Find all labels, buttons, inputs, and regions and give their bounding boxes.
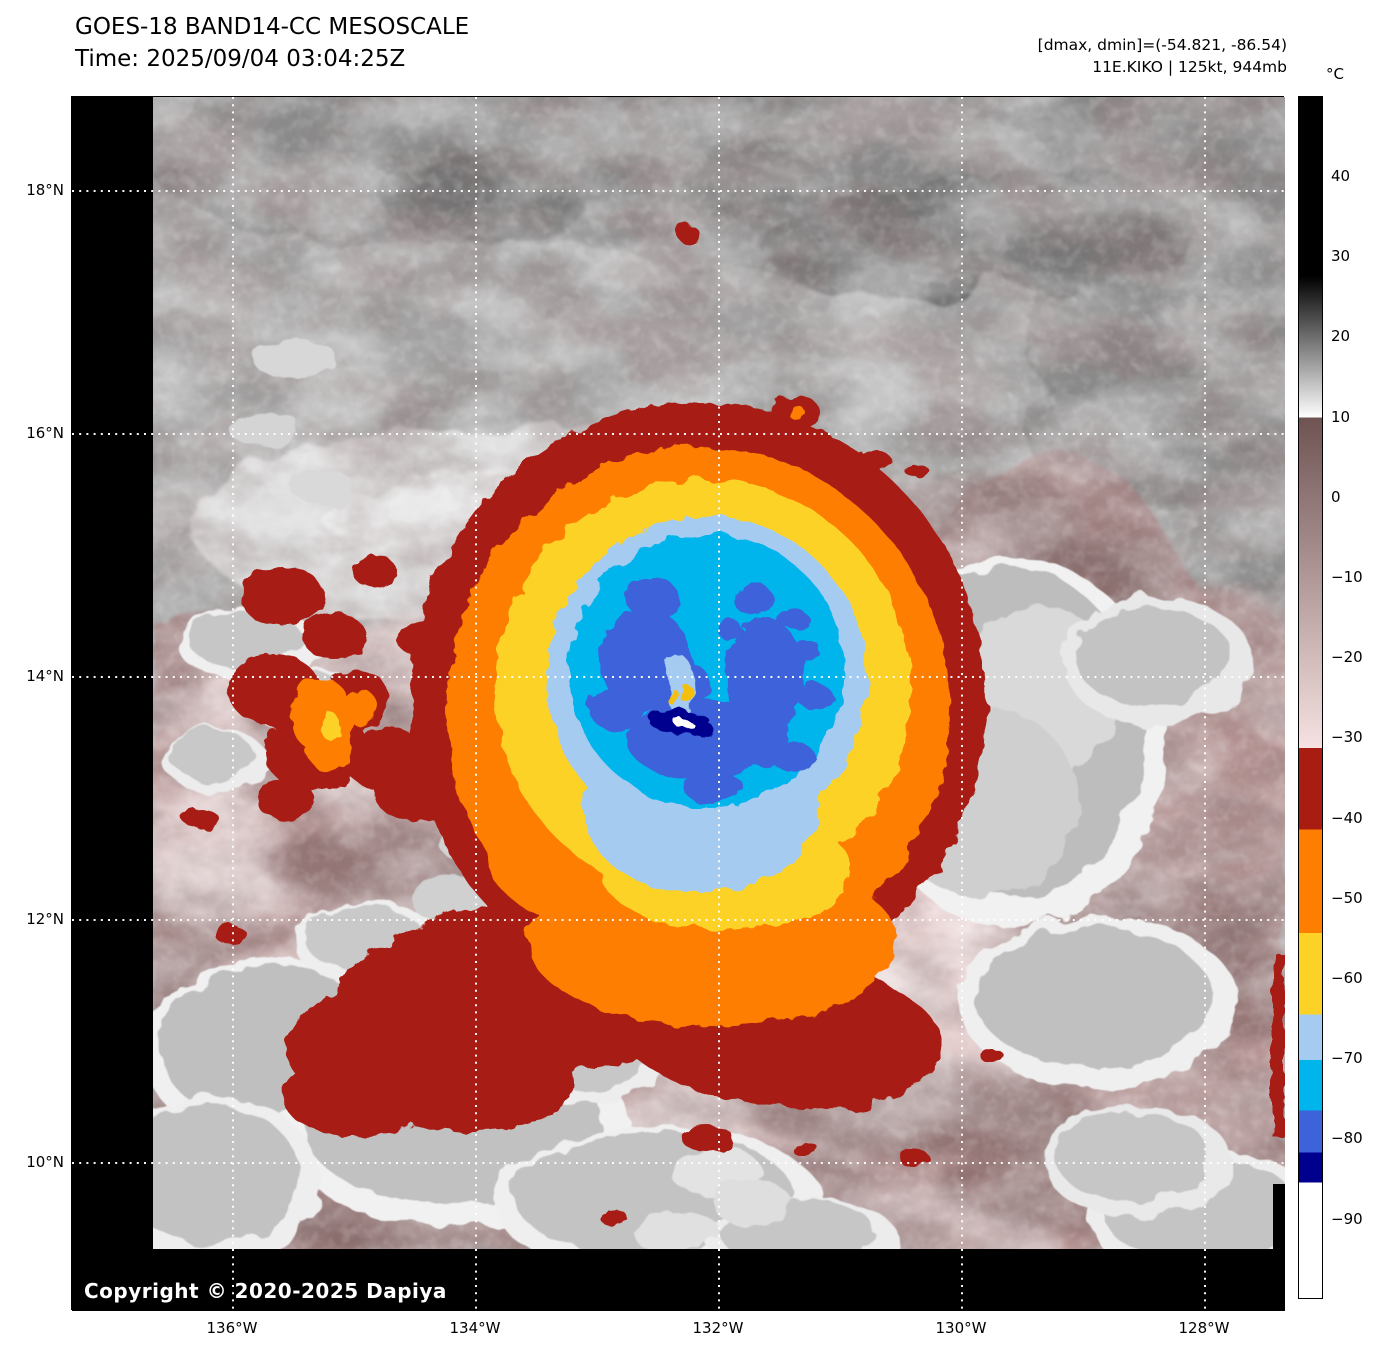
lat-tick-16n: 16°N bbox=[26, 424, 64, 442]
cb-tick-m30: −30 bbox=[1331, 728, 1363, 746]
inner-core-royal-blue bbox=[589, 577, 833, 803]
eye-region bbox=[648, 652, 715, 737]
cb-tick-m40: −40 bbox=[1331, 809, 1363, 827]
cb-tick-10: 10 bbox=[1331, 408, 1351, 426]
colorbar-unit-label: °C bbox=[1326, 65, 1344, 83]
lon-tick-128w: 128°W bbox=[1178, 1319, 1230, 1337]
lon-tick-134w: 134°W bbox=[449, 1319, 501, 1337]
cb-tick-m70: −70 bbox=[1331, 1049, 1363, 1067]
hurricane-core bbox=[183, 226, 1285, 1225]
cb-tick-m10: −10 bbox=[1331, 568, 1363, 586]
satellite-image bbox=[72, 97, 1285, 1311]
cb-tick-m20: −20 bbox=[1331, 648, 1363, 666]
cb-tick-30: 30 bbox=[1331, 247, 1351, 265]
lon-tick-130w: 130°W bbox=[935, 1319, 987, 1337]
cb-tick-m80: −80 bbox=[1331, 1129, 1363, 1147]
cb-tick-m90: −90 bbox=[1331, 1210, 1363, 1228]
lon-tick-132w: 132°W bbox=[692, 1319, 744, 1337]
swath-edge-notch bbox=[1273, 1184, 1285, 1249]
lat-tick-12n: 12°N bbox=[26, 910, 64, 928]
dmax-dmin-readout: [dmax, dmin]=(-54.821, -86.54) bbox=[1037, 36, 1287, 54]
plot-timestamp: Time: 2025/09/04 03:04:25Z bbox=[75, 46, 406, 72]
cb-tick-0: 0 bbox=[1331, 488, 1341, 506]
cb-tick-m60: −60 bbox=[1331, 969, 1363, 987]
cb-tick-m50: −50 bbox=[1331, 889, 1363, 907]
colorbar bbox=[1298, 96, 1323, 1299]
copyright-text: Copyright © 2020-2025 Dapiya bbox=[84, 1279, 447, 1303]
lat-tick-10n: 10°N bbox=[26, 1153, 64, 1171]
lat-tick-14n: 14°N bbox=[26, 667, 64, 685]
cb-tick-20: 20 bbox=[1331, 327, 1351, 345]
cb-tick-40: 40 bbox=[1331, 167, 1351, 185]
map-area bbox=[71, 96, 1285, 1311]
graticule bbox=[72, 97, 1285, 1311]
plot-title: GOES-18 BAND14-CC MESOSCALE bbox=[75, 14, 470, 40]
satellite-data-region bbox=[153, 97, 1285, 1249]
lon-tick-136w: 136°W bbox=[206, 1319, 258, 1337]
lat-tick-18n: 18°N bbox=[26, 181, 64, 199]
storm-info-readout: 11E.KIKO | 125kt, 944mb bbox=[1092, 58, 1287, 76]
